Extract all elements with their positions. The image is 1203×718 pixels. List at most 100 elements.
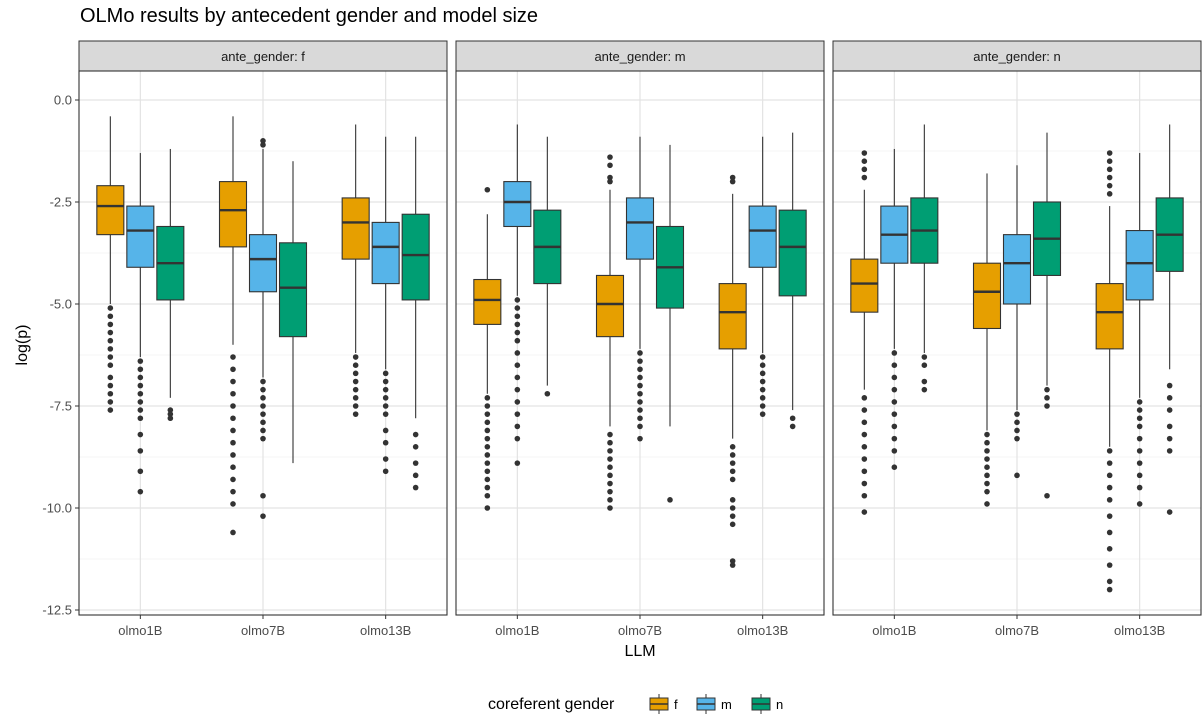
outlier-point: [607, 456, 613, 462]
outlier-point: [484, 427, 491, 434]
outlier-point: [637, 366, 643, 373]
outlier-point: [137, 390, 144, 397]
x-tick-label: olmo13B: [360, 623, 411, 638]
x-tick-label: olmo1B: [872, 623, 916, 638]
outlier-point: [514, 399, 521, 405]
outlier-point: [861, 468, 868, 475]
outlier-point: [107, 399, 114, 405]
y-tick-label: -2.5: [50, 195, 72, 210]
outlier-point: [514, 337, 521, 344]
outlier-point: [352, 370, 359, 377]
outlier-point: [637, 423, 643, 430]
outlier-point: [352, 354, 359, 360]
box-olmo7B-f: [595, 154, 625, 511]
box-body: [1002, 234, 1032, 305]
box-body: [218, 181, 248, 248]
box-body: [1125, 230, 1154, 301]
outlier-point: [891, 464, 898, 471]
outlier-point: [759, 362, 766, 369]
y-tick-label: 0.0: [54, 93, 72, 108]
box-olmo13B-f: [718, 174, 747, 568]
outlier-point: [637, 382, 643, 389]
outlier-point: [1044, 403, 1050, 409]
outlier-point: [230, 529, 236, 536]
outlier-point: [607, 162, 613, 169]
outlier-point: [137, 431, 144, 438]
box-olmo7B-n: [1032, 132, 1062, 499]
outlier-point: [230, 464, 236, 471]
outlier-point: [137, 448, 144, 454]
outlier-point: [137, 366, 144, 373]
outlier-point: [260, 411, 266, 417]
outlier-point: [607, 505, 613, 511]
outlier-point: [260, 142, 266, 148]
outlier-point: [412, 472, 419, 479]
y-tick-label: -12.5: [42, 603, 72, 618]
outlier-point: [1014, 427, 1020, 434]
outlier-point: [861, 395, 868, 401]
outlier-point: [984, 431, 990, 438]
outlier-point: [1136, 415, 1143, 422]
outlier-point: [230, 501, 236, 507]
outlier-point: [729, 513, 736, 519]
outlier-point: [137, 488, 144, 495]
outlier-point: [137, 374, 144, 381]
box-olmo13B-n: [778, 132, 807, 430]
outlier-point: [637, 435, 643, 442]
outlier-point: [230, 378, 236, 385]
box-olmo7B-m: [625, 136, 655, 442]
outlier-point: [412, 460, 419, 466]
outlier-point: [1014, 411, 1020, 417]
outlier-point: [382, 395, 389, 401]
outlier-point: [1106, 586, 1113, 593]
outlier-point: [891, 423, 898, 430]
outlier-point: [230, 452, 236, 458]
outlier-point: [260, 403, 266, 409]
y-axis: 0.0 -2.5 -5.0 -7.5 -10.0 -12.5: [42, 93, 79, 618]
outlier-point: [607, 154, 613, 160]
outlier-point: [382, 370, 389, 377]
outlier-point: [260, 513, 266, 519]
legend: coreferent gender f m n: [488, 694, 783, 714]
box-olmo1B-m: [503, 124, 532, 466]
outlier-point: [1044, 386, 1050, 393]
outlier-point: [137, 415, 144, 422]
outlier-point: [607, 448, 613, 454]
outlier-point: [352, 403, 359, 409]
outlier-point: [230, 390, 236, 397]
outlier-point: [891, 386, 898, 393]
outlier-point: [352, 411, 359, 417]
outlier-point: [230, 366, 236, 373]
outlier-point: [1136, 399, 1143, 405]
outlier-point: [1106, 562, 1113, 568]
outlier-point: [260, 386, 266, 393]
outlier-point: [1106, 166, 1113, 173]
facet-panel: ante_gender: f olmo1B olmo7B olmo13B: [78, 40, 448, 638]
outlier-point: [230, 439, 236, 446]
outlier-point: [484, 403, 491, 409]
outlier-point: [759, 395, 766, 401]
box-olmo7B-n: [655, 144, 685, 503]
outlier-point: [729, 174, 736, 181]
outlier-point: [352, 378, 359, 385]
facet-strip: [455, 40, 825, 72]
outlier-point: [607, 472, 613, 479]
outlier-point: [984, 472, 990, 479]
box-body: [248, 234, 278, 293]
outlier-point: [1044, 492, 1050, 499]
box-olmo1B-f: [473, 186, 502, 511]
outlier-point: [891, 362, 898, 369]
outlier-point: [1106, 158, 1113, 164]
outlier-point: [637, 358, 643, 364]
outlier-point: [891, 435, 898, 442]
outlier-point: [729, 505, 736, 511]
outlier-point: [637, 407, 643, 413]
outlier-point: [921, 386, 928, 393]
outlier-point: [1106, 546, 1113, 552]
outlier-point: [891, 374, 898, 381]
outlier-point: [1106, 174, 1113, 181]
y-tick-label: -5.0: [50, 297, 72, 312]
outlier-point: [514, 362, 521, 369]
